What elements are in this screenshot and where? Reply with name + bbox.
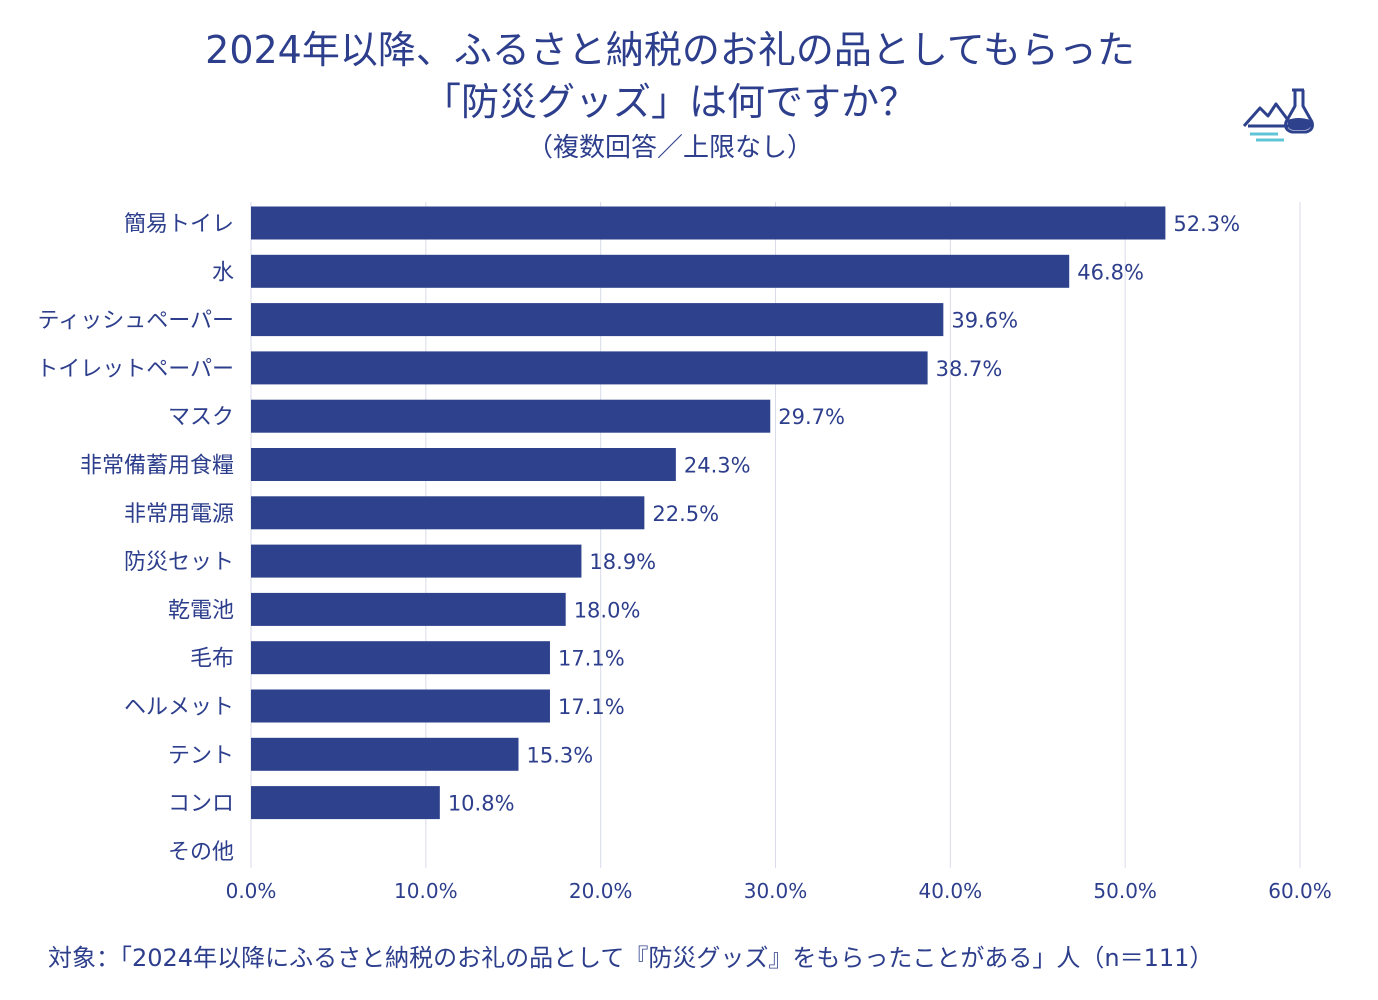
- x-tick-label: 60.0%: [1268, 879, 1332, 903]
- category-label: コンロ: [168, 792, 234, 817]
- x-tick-label: 0.0%: [226, 879, 277, 903]
- category-labels: 簡易トイレ水ティッシュペーパートイレットペーパーマスク非常備蓄用食糧非常用電源防…: [36, 212, 234, 865]
- value-label: 29.7%: [778, 405, 845, 429]
- value-labels: 52.3% 46.8% 39.6% 38.7% 29.7% 24.3% 22.5% 18.9%…: [448, 212, 1240, 816]
- bar: [251, 737, 519, 771]
- category-label: 乾電池: [168, 598, 234, 623]
- category-label: 非常用電源: [124, 502, 234, 527]
- chart-title-block: 2024年以降、ふるさと納税のお礼の品としてもらった 「防災グッズ」は何ですか？…: [0, 24, 1340, 166]
- category-label: 非常備蓄用食糧: [80, 454, 234, 479]
- bar: [251, 303, 944, 337]
- category-label: ティッシュペーパー: [38, 309, 234, 334]
- value-label: 38.7%: [936, 357, 1003, 381]
- value-label: 52.3%: [1173, 212, 1240, 236]
- bars: [251, 206, 1166, 820]
- bar: [251, 592, 566, 626]
- value-label: 22.5%: [652, 502, 719, 526]
- flask-landscape-icon: [1238, 86, 1318, 150]
- x-tick-label: 10.0%: [394, 879, 458, 903]
- value-label: 17.1%: [558, 647, 625, 671]
- x-tick-label: 20.0%: [569, 879, 633, 903]
- value-label: 46.8%: [1077, 260, 1144, 284]
- x-tick-label: 40.0%: [919, 879, 983, 903]
- bar-chart: 簡易トイレ水ティッシュペーパートイレットペーパーマスク非常備蓄用食糧非常用電源防…: [36, 202, 1332, 903]
- x-tick-label: 50.0%: [1093, 879, 1157, 903]
- bar: [251, 351, 928, 385]
- value-label: 10.8%: [448, 792, 515, 816]
- value-label: 24.3%: [684, 454, 751, 478]
- category-label: マスク: [168, 405, 234, 430]
- bar: [251, 786, 440, 820]
- chart-footnote: 対象：「2024年以降にふるさと納税のお礼の品として『防災グッズ』をもらったこと…: [48, 944, 1214, 972]
- value-label: 18.0%: [574, 598, 641, 622]
- bar: [251, 544, 582, 578]
- chart-title-line-2: 「防災グッズ」は何ですか？: [422, 80, 917, 124]
- x-axis-tick-labels: 0.0% 10.0% 20.0% 30.0% 40.0% 50.0% 60.0%: [226, 879, 1332, 903]
- value-label: 17.1%: [558, 695, 625, 719]
- bar: [251, 399, 771, 433]
- category-label: 毛布: [190, 647, 234, 672]
- value-label: 39.6%: [951, 309, 1018, 333]
- bar: [251, 641, 550, 675]
- category-label: 水: [212, 260, 234, 285]
- value-label: 18.9%: [589, 550, 656, 574]
- bar: [251, 689, 550, 723]
- value-label: 15.3%: [526, 743, 593, 767]
- category-label: トイレットペーパー: [36, 357, 234, 382]
- category-label: その他: [168, 840, 234, 865]
- x-tick-label: 30.0%: [744, 879, 808, 903]
- category-label: テント: [168, 743, 234, 768]
- chart-subtitle: （複数回答／上限なし）: [526, 133, 813, 163]
- bar: [251, 496, 645, 530]
- chart-title-line-1: 2024年以降、ふるさと納税のお礼の品としてもらった: [205, 28, 1135, 72]
- category-label: ヘルメット: [124, 695, 234, 720]
- bar: [251, 448, 676, 481]
- category-label: 防災セット: [124, 550, 234, 575]
- bar: [251, 206, 1166, 240]
- category-label: 簡易トイレ: [124, 212, 234, 237]
- bar: [251, 254, 1070, 288]
